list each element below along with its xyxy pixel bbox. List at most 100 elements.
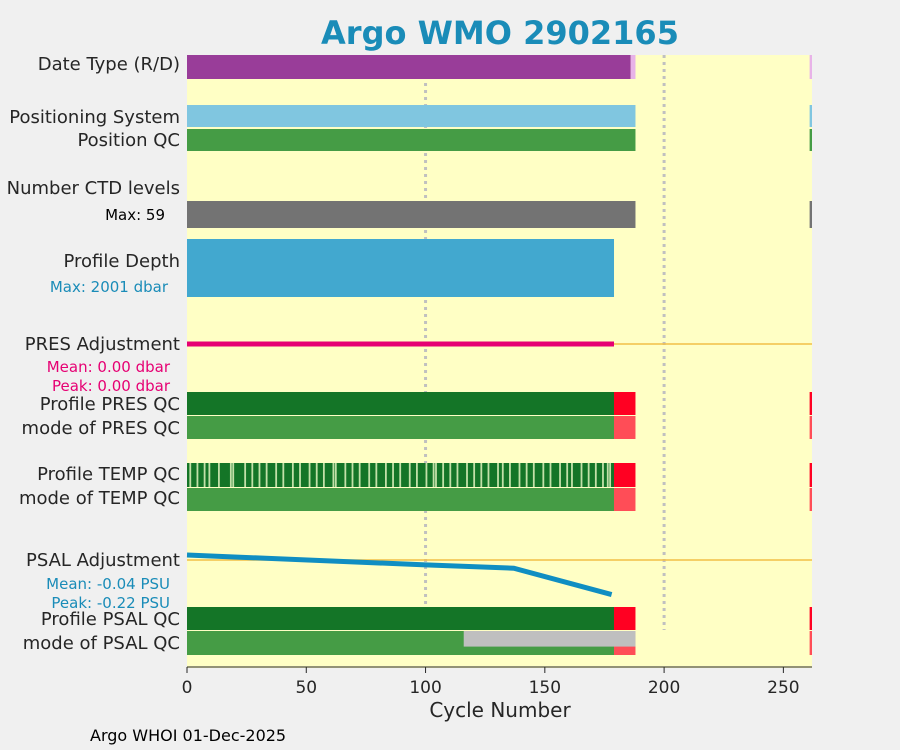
profile-temp-qc-stripe-15	[308, 463, 311, 487]
x-tick-label-0: 0	[182, 678, 193, 698]
pres-adjustment-peak-label: Peak: 0.00 dbar	[52, 377, 171, 395]
profile-temp-qc-stripe-4	[218, 463, 220, 487]
profile-temp-qc-stripe-39	[487, 463, 490, 487]
profile-temp-qc-stripe-44	[525, 463, 528, 487]
profile-temp-qc-stripe-52	[587, 463, 590, 487]
row-number-ctd-levels	[187, 201, 812, 228]
profile-temp-qc-stripe-23	[368, 463, 371, 487]
mode-temp-qc-segment-2	[809, 488, 812, 511]
profile-temp-qc-stripe-20	[344, 463, 347, 487]
profile-pres-qc-segment-1	[614, 392, 636, 415]
profile-temp-qc-stripe-17	[322, 463, 325, 487]
row-mode-psal-qc	[187, 631, 812, 655]
profile-temp-qc-stripe-49	[566, 463, 569, 487]
profile-temp-qc-stripe-29	[416, 463, 418, 487]
profile-psal-qc-segment-1	[614, 607, 636, 630]
profile-depth-segment-0	[187, 239, 615, 297]
mode-pres-qc-segment-0	[187, 416, 615, 439]
position-qc-label: Position QC	[77, 130, 180, 151]
profile-temp-qc-stripe-11	[275, 463, 278, 487]
positioning-system-segment-0	[187, 105, 636, 127]
profile-temp-qc-stripe-47	[549, 463, 552, 487]
x-tick-label-250: 250	[767, 678, 799, 698]
profile-psal-qc-segment-2	[809, 607, 812, 630]
footer-credit: Argo WHOI 01-Dec-2025	[90, 726, 286, 745]
profile-psal-qc-label: Profile PSAL QC	[41, 609, 180, 630]
chart-title: Argo WMO 2902165	[321, 14, 679, 52]
psal-adjustment-mean-label: Mean: -0.04 PSU	[46, 575, 170, 593]
profile-temp-qc-stripe-38	[480, 463, 483, 487]
profile-temp-qc-stripe-10	[265, 463, 268, 487]
profile-temp-qc-stripe-6	[232, 463, 235, 487]
mode-psal-qc-segment-2	[809, 631, 812, 655]
row-mode-temp-qc	[187, 488, 812, 511]
profile-temp-qc-segment-1	[614, 463, 636, 487]
profile-pres-qc-label: Profile PRES QC	[40, 394, 180, 415]
profile-temp-qc-stripe-51	[580, 463, 583, 487]
profile-temp-qc-stripe-24	[375, 463, 378, 487]
profile-temp-qc-stripe-8	[251, 463, 254, 487]
profile-temp-qc-stripe-14	[299, 463, 301, 487]
row-labels: Date Type (R/D) Positioning SystemPositio…	[7, 54, 180, 654]
x-tick-label-200: 200	[648, 678, 680, 698]
number-ctd-levels-segment-1	[809, 201, 812, 228]
profile-temp-qc-stripe-36	[466, 463, 468, 487]
profile-temp-qc-stripe-16	[315, 463, 318, 487]
position-qc-segment-0	[187, 129, 636, 151]
profile-temp-qc-stripe-1	[196, 463, 199, 487]
x-tick-label-150: 150	[529, 678, 561, 698]
profile-temp-qc-stripe-30	[425, 463, 428, 487]
mode-pres-qc-segment-1	[614, 416, 636, 439]
profile-temp-qc-stripe-2	[203, 463, 206, 487]
row-profile-psal-qc	[187, 607, 812, 630]
row-date-type	[187, 55, 812, 79]
number-ctd-levels-segment-0	[187, 201, 636, 228]
profile-temp-qc-stripe-41	[501, 463, 504, 487]
profile-temp-qc-stripe-3	[208, 463, 211, 487]
profile-temp-qc-stripe-32	[435, 463, 437, 487]
profile-psal-qc-segment-0	[187, 607, 615, 630]
profile-temp-qc-stripe-56	[609, 463, 612, 487]
row-profile-pres-qc	[187, 392, 812, 415]
pres-adjustment-label: PRES Adjustment	[25, 334, 180, 355]
row-positioning-system	[187, 105, 812, 127]
positioning-system-segment-1	[809, 105, 812, 127]
profile-temp-qc-stripe-34	[449, 463, 452, 487]
x-tick-label-50: 50	[295, 678, 317, 698]
positioning-system-label: Positioning System	[9, 107, 180, 128]
number-ctd-levels-max-label: Max: 59	[105, 206, 165, 224]
mode-psal-qc-overlay	[463, 631, 636, 647]
profile-temp-qc-stripe-40	[497, 463, 499, 487]
x-axis: 0 50 100 150 200 250	[182, 666, 812, 698]
row-psal-adjustment	[186, 552, 812, 598]
profile-temp-qc-stripe-9	[258, 463, 261, 487]
x-tick-label-100: 100	[409, 678, 441, 698]
mode-pres-qc-segment-2	[809, 416, 812, 439]
profile-pres-qc-segment-2	[809, 392, 812, 415]
profile-pres-qc-segment-0	[187, 392, 615, 415]
mode-psal-qc-label: mode of PSAL QC	[23, 633, 180, 654]
profile-temp-qc-stripe-19	[334, 463, 337, 487]
profile-temp-qc-stripe-43	[518, 463, 521, 487]
profile-temp-qc-stripe-50	[571, 463, 573, 487]
profile-temp-qc-stripe-45	[532, 463, 535, 487]
profile-temp-qc-stripe-0	[189, 463, 192, 487]
profile-temp-qc-stripe-21	[351, 463, 354, 487]
date-type-label: Date Type (R/D)	[38, 54, 180, 75]
profile-temp-qc-stripe-5	[229, 463, 232, 487]
mode-temp-qc-label: mode of TEMP QC	[19, 488, 180, 509]
profile-depth-max-label: Max: 2001 dbar	[50, 278, 169, 296]
profile-temp-qc-stripe-25	[384, 463, 387, 487]
profile-temp-qc-stripe-46	[542, 463, 545, 487]
profile-temp-qc-segment-2	[809, 463, 812, 487]
row-profile-temp-qc	[187, 463, 812, 487]
profile-temp-qc-stripe-55	[606, 463, 609, 487]
number-ctd-levels-label: Number CTD levels	[7, 178, 180, 199]
profile-temp-qc-stripe-37	[473, 463, 476, 487]
mode-temp-qc-segment-1	[614, 488, 636, 511]
psal-adjustment-adjustment-line	[186, 552, 613, 598]
profile-temp-qc-stripe-33	[442, 463, 445, 487]
profile-depth-label: Profile Depth	[63, 251, 180, 272]
profile-temp-qc-stripe-35	[456, 463, 459, 487]
